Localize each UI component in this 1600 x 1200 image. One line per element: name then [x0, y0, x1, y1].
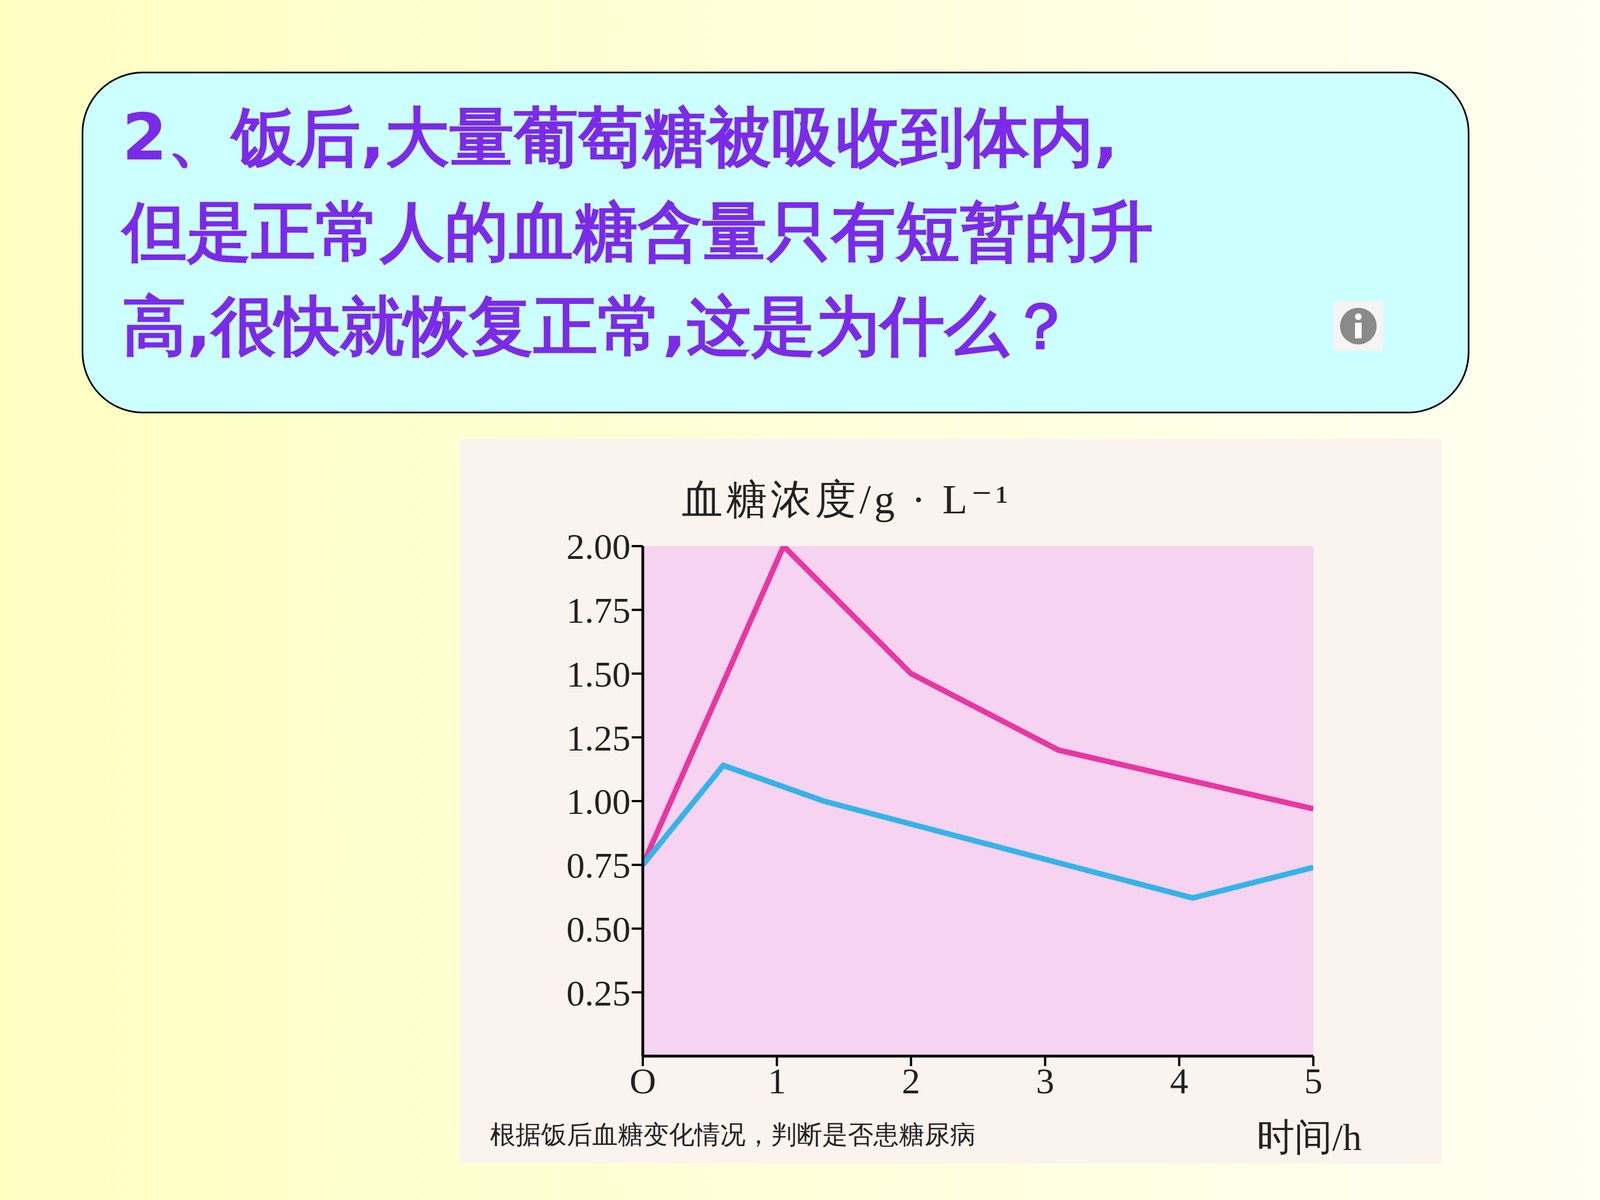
html-text:时间/h: 时间/h: [1256, 1116, 1362, 1159]
svg-text:1.00: 1.00: [566, 781, 632, 822]
svg-text:O: O: [629, 1060, 657, 1102]
html-text:根据饭后血糖变化情况，判断是否患糖尿病: 根据饭后血糖变化情况，判断是否患糖尿病: [490, 1120, 976, 1149]
svg-text:5: 5: [1304, 1060, 1323, 1102]
svg-text:1.25: 1.25: [566, 717, 632, 759]
svg-text:1.50: 1.50: [566, 653, 632, 695]
svg-text:0.50: 0.50: [566, 908, 632, 950]
svg-text:2: 2: [901, 1060, 920, 1102]
svg-text:0.75: 0.75: [566, 845, 632, 886]
html-text:2、饭后,大量葡萄糖被吸收到体内, 但是正常人的血糖含量只有: 2、饭后,大量葡萄糖被吸收到体内, 但是正常人的血糖含量只有短暂的升 高,很快就…: [122, 99, 1154, 364]
svg-text:4: 4: [1170, 1060, 1189, 1102]
svg-text:1: 1: [767, 1060, 787, 1102]
svg-text:0.25: 0.25: [566, 972, 632, 1014]
svg-text:2.00: 2.00: [566, 526, 632, 567]
html-text:血糖浓度/g · L⁻¹: 血糖浓度/g · L⁻¹: [681, 476, 1012, 523]
svg-text:3: 3: [1036, 1060, 1055, 1102]
svg-text:1.75: 1.75: [566, 590, 632, 631]
